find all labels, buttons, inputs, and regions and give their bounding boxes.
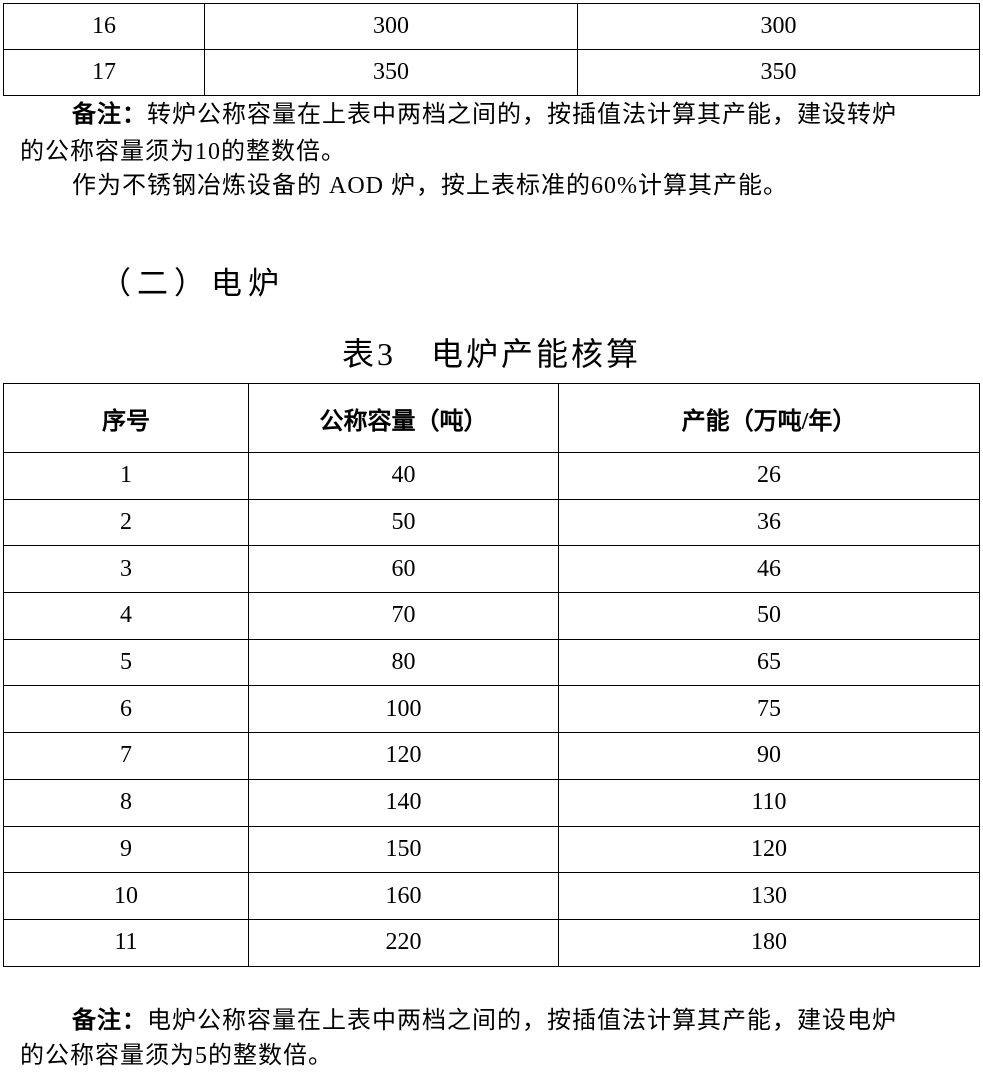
table-cell: 5 (3, 638, 249, 687)
table-cell: 2 (3, 498, 249, 547)
table-cell: 40 (248, 452, 559, 500)
table-cell: 10 (3, 872, 249, 920)
table-cell: 150 (248, 825, 559, 874)
table-cell: 130 (558, 872, 980, 920)
table-row: 17 350 350 (3, 49, 980, 96)
table-cell: 100 (248, 685, 559, 734)
table-cell: 36 (558, 498, 980, 547)
table-cell: 6 (3, 685, 249, 734)
table-cell: 65 (558, 638, 980, 687)
note1-text: 转炉公称容量在上表中两档之间的，按插值法计算其产能，建设转炉 (147, 102, 897, 128)
table-cell: 180 (558, 918, 980, 967)
table-header-row: 序号 公称容量（吨） 产能（万吨/年） (3, 383, 980, 453)
table-cell: 50 (248, 498, 559, 547)
table-cell: 4 (3, 592, 249, 640)
table-cell: 120 (558, 825, 980, 874)
note2-line2: 的公称容量须为5的整数倍。 (20, 1043, 333, 1069)
table-row: 16 300 300 (3, 3, 980, 50)
table-cell: 60 (248, 545, 559, 594)
table-cell: 11 (3, 918, 249, 967)
note1-label: 备注： (72, 102, 147, 128)
note1-line1: 备注：转炉公称容量在上表中两档之间的，按插值法计算其产能，建设转炉 (72, 103, 897, 127)
table-row: 6 100 75 (3, 685, 980, 734)
table-cell: 70 (248, 592, 559, 640)
table-row: 10 160 130 (3, 872, 980, 920)
table-cell: 300 (204, 3, 578, 50)
table-row: 2 50 36 (3, 498, 980, 547)
table-cell: 350 (204, 49, 578, 96)
table-cell: 90 (558, 732, 980, 780)
table-row: 7 120 90 (3, 732, 980, 780)
table-cell: 140 (248, 778, 559, 827)
note2-line1: 备注：电炉公称容量在上表中两档之间的，按插值法计算其产能，建设电炉 (72, 1009, 897, 1033)
converter-capacity-table-tail: 16 300 300 17 350 350 (3, 3, 980, 96)
table-cell: 160 (248, 872, 559, 920)
electric-furnace-capacity-table: 序号 公称容量（吨） 产能（万吨/年） 1 40 26 2 50 36 3 60 46 4 70 50… (3, 383, 980, 967)
note2-label: 备注： (72, 1008, 147, 1034)
table-cell: 16 (3, 3, 205, 50)
table-cell: 26 (558, 452, 980, 500)
table-cell: 220 (248, 918, 559, 967)
table-cell: 110 (558, 778, 980, 827)
table-row: 5 80 65 (3, 638, 980, 687)
table-cell: 46 (558, 545, 980, 594)
table-cell: 75 (558, 685, 980, 734)
header-output: 产能（万吨/年） (558, 383, 980, 453)
table-cell: 1 (3, 452, 249, 500)
header-capacity: 公称容量（吨） (248, 383, 559, 453)
note1-line3: 作为不锈钢冶炼设备的 AOD 炉，按上表标准的60%计算其产能。 (72, 173, 788, 199)
table-row: 4 70 50 (3, 592, 980, 640)
table-cell: 50 (558, 592, 980, 640)
table-row: 9 150 120 (3, 825, 980, 874)
section-heading: （二）电炉 (100, 266, 285, 301)
note1-line2: 的公称容量须为10的整数倍。 (20, 139, 346, 165)
table-cell: 17 (3, 49, 205, 96)
table-row: 3 60 46 (3, 545, 980, 594)
note2-text: 电炉公称容量在上表中两档之间的，按插值法计算其产能，建设电炉 (147, 1008, 897, 1034)
table-row: 1 40 26 (3, 452, 980, 500)
table-cell: 3 (3, 545, 249, 594)
table-cell: 300 (577, 3, 980, 50)
table3-caption: 表3 电炉产能核算 (341, 336, 641, 372)
table-cell: 350 (577, 49, 980, 96)
table-cell: 120 (248, 732, 559, 780)
table-cell: 7 (3, 732, 249, 780)
header-index: 序号 (3, 383, 249, 453)
table-row: 8 140 110 (3, 778, 980, 827)
table-cell: 8 (3, 778, 249, 827)
table-cell: 80 (248, 638, 559, 687)
table-row: 11 220 180 (3, 918, 980, 967)
table-cell: 9 (3, 825, 249, 874)
